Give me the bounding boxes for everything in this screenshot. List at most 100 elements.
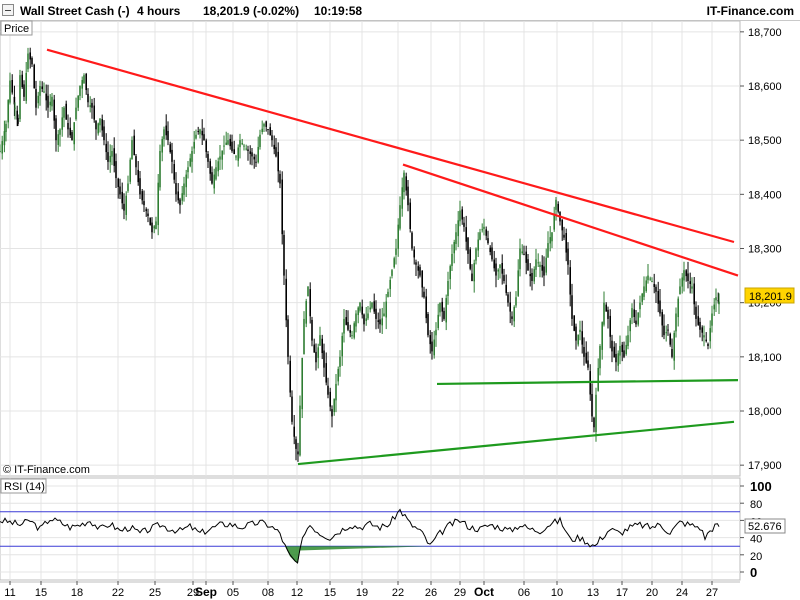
candle-body	[323, 350, 325, 368]
candle-body	[14, 107, 16, 109]
current-price-text: 18,201.9	[749, 291, 792, 303]
menu-icon[interactable]	[2, 4, 14, 16]
candle-body	[595, 394, 597, 433]
candle-body	[467, 237, 469, 254]
support-trendline	[297, 420, 735, 466]
candle-body	[277, 151, 279, 172]
candle-body	[613, 346, 615, 358]
time-tick-label: 27	[706, 587, 718, 599]
candle-body	[179, 199, 181, 206]
candle-body	[83, 75, 85, 84]
candle-body	[685, 270, 687, 277]
candle-body	[229, 138, 231, 147]
price-panel-label-box	[0, 20, 33, 36]
candle-body	[519, 248, 521, 270]
time-tick-label: 20	[646, 587, 658, 599]
candle-body	[373, 301, 375, 312]
time-tick-label: 15	[324, 587, 336, 599]
candle-body	[385, 301, 387, 318]
current-price-tag: 18,201.9	[744, 287, 795, 304]
candle-body	[495, 263, 497, 276]
candle-body	[263, 123, 265, 127]
candle-body	[45, 93, 47, 101]
candle-body	[515, 297, 517, 306]
candle-body	[39, 86, 41, 96]
candle-body	[367, 313, 369, 319]
candle-body	[405, 176, 407, 191]
candle-body	[327, 385, 329, 395]
price-tick-label: 17,900	[748, 460, 782, 472]
candle-body	[365, 318, 367, 322]
candle-body	[505, 284, 507, 293]
current-price-tag-box	[744, 287, 795, 304]
candle-body	[243, 145, 245, 147]
time-tick-label: 24	[676, 587, 688, 599]
candle-body	[537, 262, 539, 264]
candle-body	[383, 313, 385, 317]
candle-body	[275, 147, 277, 157]
candle-body	[718, 301, 720, 305]
candle-body	[425, 296, 427, 319]
candle-body	[487, 238, 489, 244]
candle-body	[29, 52, 31, 60]
rsi-series	[0, 508, 720, 564]
candle-body	[225, 142, 227, 145]
candle-body	[163, 129, 165, 140]
candle-body	[375, 308, 377, 319]
candle-body	[599, 346, 601, 369]
candle-body	[453, 242, 455, 254]
candle-body	[173, 164, 175, 180]
candle-body	[489, 247, 491, 253]
candle-body	[215, 167, 217, 180]
time-tick-label: 19	[356, 587, 368, 599]
candle-body	[573, 315, 575, 331]
candle-body	[53, 99, 55, 121]
candle-body	[227, 140, 229, 145]
candle-body	[9, 80, 11, 103]
candle-body	[695, 306, 697, 319]
candle-body	[121, 191, 123, 204]
candle-body	[571, 295, 573, 319]
candle-body	[637, 312, 639, 325]
candle-body	[291, 396, 293, 422]
time-tick-label: 12	[291, 587, 303, 599]
candle-body	[41, 86, 43, 89]
candle-body	[363, 314, 365, 325]
candle-body	[207, 153, 209, 162]
candle-body	[87, 93, 89, 103]
rsi-panel: RSI (14)	[0, 477, 741, 581]
candle-body	[0, 151, 1, 152]
candle-body	[371, 302, 373, 308]
candle-body	[213, 174, 215, 189]
candle-body	[603, 302, 605, 325]
candle-body	[409, 202, 411, 229]
candle-body	[115, 161, 117, 179]
candle-body	[493, 259, 495, 269]
candle-body	[63, 107, 65, 118]
candle-body	[585, 352, 587, 363]
candle-body	[91, 102, 93, 108]
candle-body	[253, 156, 255, 160]
candle-body	[555, 199, 557, 210]
time-tick-label: 29	[454, 587, 466, 599]
rsi-tick-label: 20	[750, 551, 762, 563]
candle-body	[627, 335, 629, 347]
price-tick-label: 18,400	[748, 189, 782, 201]
rsi-panel-label-box	[0, 478, 47, 494]
candle-body	[677, 298, 679, 318]
candle-body	[293, 426, 295, 437]
candle-body	[317, 347, 319, 358]
time-tick-label: 11	[4, 587, 15, 599]
candle-body	[33, 64, 35, 89]
candle-body	[545, 257, 547, 273]
candle-body	[271, 135, 273, 141]
candle-body	[157, 182, 159, 226]
candle-body	[707, 343, 709, 346]
candle-body	[601, 322, 603, 350]
time-tick-label: 22	[392, 587, 404, 599]
candle-body	[7, 100, 9, 123]
candle-body	[709, 328, 711, 342]
rsi-line	[0, 508, 720, 564]
candle-body	[477, 239, 479, 251]
candle-body	[697, 316, 699, 325]
